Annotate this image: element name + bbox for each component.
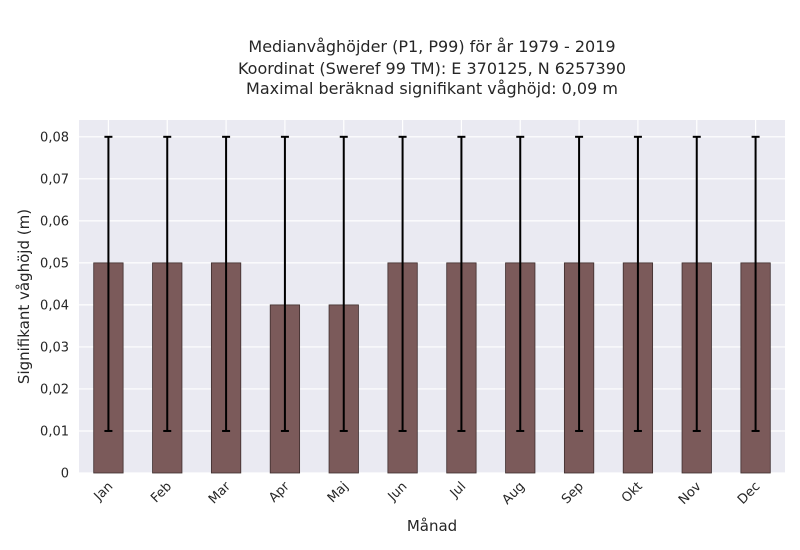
title-line-2: Koordinat (Sweref 99 TM): E 370125, N 62…: [238, 59, 626, 78]
x-tick-label: Mar: [206, 479, 234, 507]
x-tick-label: Dec: [735, 479, 763, 507]
x-tick-label: Apr: [266, 479, 293, 506]
y-tick-label: 0,08: [40, 130, 69, 145]
x-tick-label: Nov: [676, 479, 705, 508]
y-tick-label: 0,04: [40, 298, 69, 313]
x-tick-label: Jul: [447, 479, 469, 501]
title-line-1: Medianvåghöjder (P1, P99) för år 1979 - …: [248, 37, 615, 56]
x-tick-label: Sep: [559, 479, 587, 507]
y-axis-ticks: 0 0,01 0,02 0,03 0,04 0,05 0,06 0,07 0,08: [40, 130, 69, 481]
y-tick-label: 0,07: [40, 172, 69, 187]
x-tick-label: Feb: [148, 479, 175, 506]
x-axis-ticks: Jan Feb Mar Apr Maj Jun Jul Aug Sep Okt Nov Dec: [91, 479, 764, 508]
error-bars: [104, 135, 760, 432]
x-axis-label: Månad: [407, 517, 457, 535]
plot-area: [79, 120, 785, 473]
y-tick-label: 0: [61, 467, 69, 482]
x-tick-label: Okt: [619, 479, 646, 506]
x-tick-label: Jan: [91, 479, 116, 504]
x-tick-label: Aug: [500, 479, 529, 508]
y-tick-label: 0,05: [40, 256, 69, 271]
x-tick-label: Jun: [385, 479, 411, 505]
y-tick-label: 0,03: [40, 340, 69, 355]
x-tick-label: Maj: [325, 479, 352, 506]
title-line-3: Maximal beräknad signifikant våghöjd: 0,…: [246, 79, 618, 98]
y-tick-label: 0,02: [40, 382, 69, 397]
y-tick-label: 0,01: [40, 424, 69, 439]
chart-title: Medianvåghöjder (P1, P99) för år 1979 - …: [238, 37, 626, 98]
y-axis-label: Signifikant våghöjd (m): [15, 209, 33, 384]
y-tick-label: 0,06: [40, 214, 69, 229]
